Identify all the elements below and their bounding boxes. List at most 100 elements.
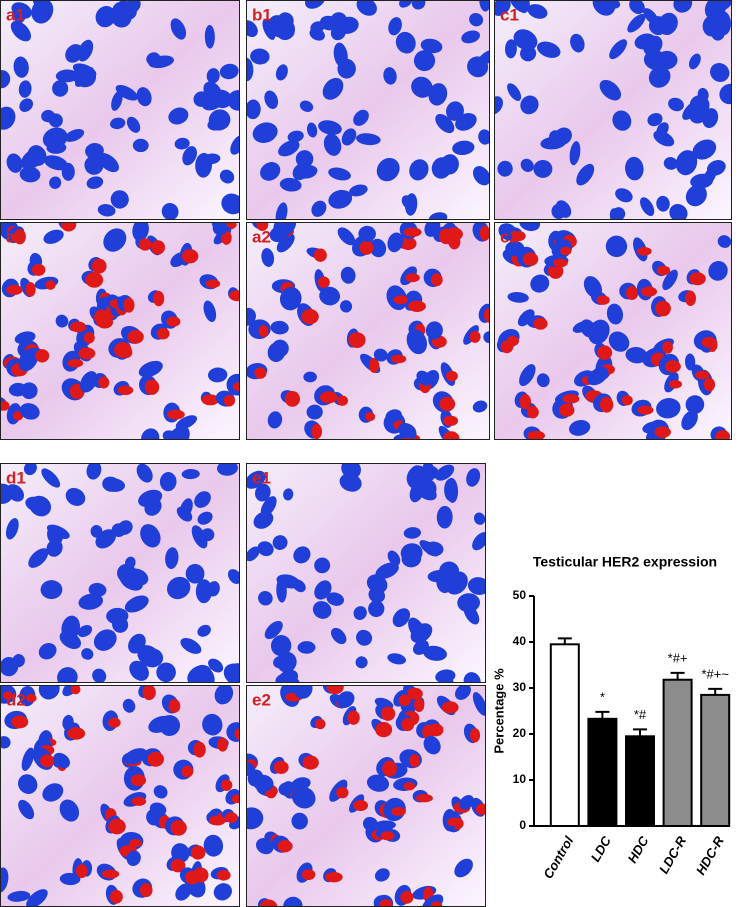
nucleus xyxy=(428,83,448,106)
stain xyxy=(430,273,443,287)
stain xyxy=(422,724,434,740)
stain xyxy=(168,699,181,713)
nucleus xyxy=(246,20,258,38)
micrograph: a2 xyxy=(246,222,490,440)
micrograph: a1 xyxy=(0,0,240,220)
nucleus xyxy=(7,890,31,902)
nucleus xyxy=(103,228,127,252)
nucleus xyxy=(271,339,289,358)
stain xyxy=(348,332,366,349)
y-tick-label: 40 xyxy=(513,634,527,648)
nucleus xyxy=(685,184,707,207)
nucleus xyxy=(40,580,63,600)
nucleus xyxy=(353,109,369,126)
stain xyxy=(336,787,349,799)
stain xyxy=(636,247,652,256)
nucleus xyxy=(368,600,385,618)
nucleus xyxy=(168,107,189,125)
nucleus xyxy=(21,747,35,771)
stain xyxy=(382,760,397,777)
stain xyxy=(400,890,414,904)
nucleus xyxy=(309,28,325,41)
stain xyxy=(552,258,568,268)
stain xyxy=(415,794,433,803)
nucleus xyxy=(257,541,274,557)
stain xyxy=(414,698,425,713)
nucleus xyxy=(293,546,311,564)
stain xyxy=(170,858,186,873)
stain xyxy=(313,248,327,262)
nucleus xyxy=(340,266,356,284)
nucleus xyxy=(174,137,190,150)
nucleus xyxy=(146,52,161,66)
nucleus xyxy=(211,89,233,109)
stain xyxy=(147,751,164,767)
nucleus xyxy=(207,367,228,383)
nucleus xyxy=(115,84,138,101)
stain xyxy=(560,246,572,256)
nucleus xyxy=(706,160,726,176)
nucleus xyxy=(336,691,355,708)
micrograph: e2 xyxy=(246,685,486,907)
nucleus xyxy=(270,635,292,657)
stain xyxy=(208,815,226,826)
x-tick-label: HDC xyxy=(624,833,651,865)
stain xyxy=(114,342,132,358)
nucleus xyxy=(140,524,161,548)
nucleus xyxy=(428,212,448,220)
nucleus xyxy=(19,166,41,183)
nucleus xyxy=(46,539,63,557)
nucleus xyxy=(156,662,176,683)
y-axis-label: Percentage % xyxy=(491,668,506,754)
nucleus xyxy=(153,785,168,799)
nucleus xyxy=(675,150,698,176)
nucleus xyxy=(355,133,381,146)
nucleus xyxy=(436,505,453,529)
nucleus xyxy=(519,364,536,387)
nucleus xyxy=(127,568,149,586)
stain xyxy=(31,263,46,276)
nucleus xyxy=(467,577,486,595)
panel-label: c1 xyxy=(500,5,519,24)
stain xyxy=(101,869,120,879)
nucleus xyxy=(159,472,177,492)
stain xyxy=(70,685,81,695)
nucleus xyxy=(193,91,209,107)
nucleus xyxy=(455,685,471,700)
nucleus xyxy=(64,128,85,142)
nucleus xyxy=(273,655,289,669)
significance-label: *#+ xyxy=(668,650,688,665)
nucleus xyxy=(306,122,318,138)
nucleus xyxy=(597,0,621,9)
nucleus xyxy=(272,535,288,550)
nucleus xyxy=(84,155,104,175)
nucleus xyxy=(86,463,102,480)
stain xyxy=(301,869,316,881)
nucleus xyxy=(278,782,294,796)
nucleus xyxy=(276,233,295,253)
stain xyxy=(153,290,165,307)
nucleus xyxy=(65,487,86,506)
stain xyxy=(475,803,486,816)
stain xyxy=(139,883,153,898)
stain xyxy=(205,279,221,289)
error-bar xyxy=(633,728,647,737)
nucleus xyxy=(627,13,646,33)
nucleus xyxy=(615,188,633,203)
nucleus xyxy=(102,476,120,492)
stain xyxy=(311,423,322,440)
nucleus xyxy=(599,79,622,101)
nucleus xyxy=(576,163,595,186)
stain xyxy=(25,282,36,297)
stain xyxy=(597,345,613,361)
nucleus xyxy=(17,774,38,794)
error-bar xyxy=(708,687,723,695)
nucleus xyxy=(221,193,240,215)
stain xyxy=(60,222,77,232)
nucleus xyxy=(663,157,678,170)
micrograph: d2 xyxy=(0,685,240,907)
stain xyxy=(232,381,240,392)
tissue xyxy=(246,0,490,220)
stain xyxy=(511,231,526,242)
